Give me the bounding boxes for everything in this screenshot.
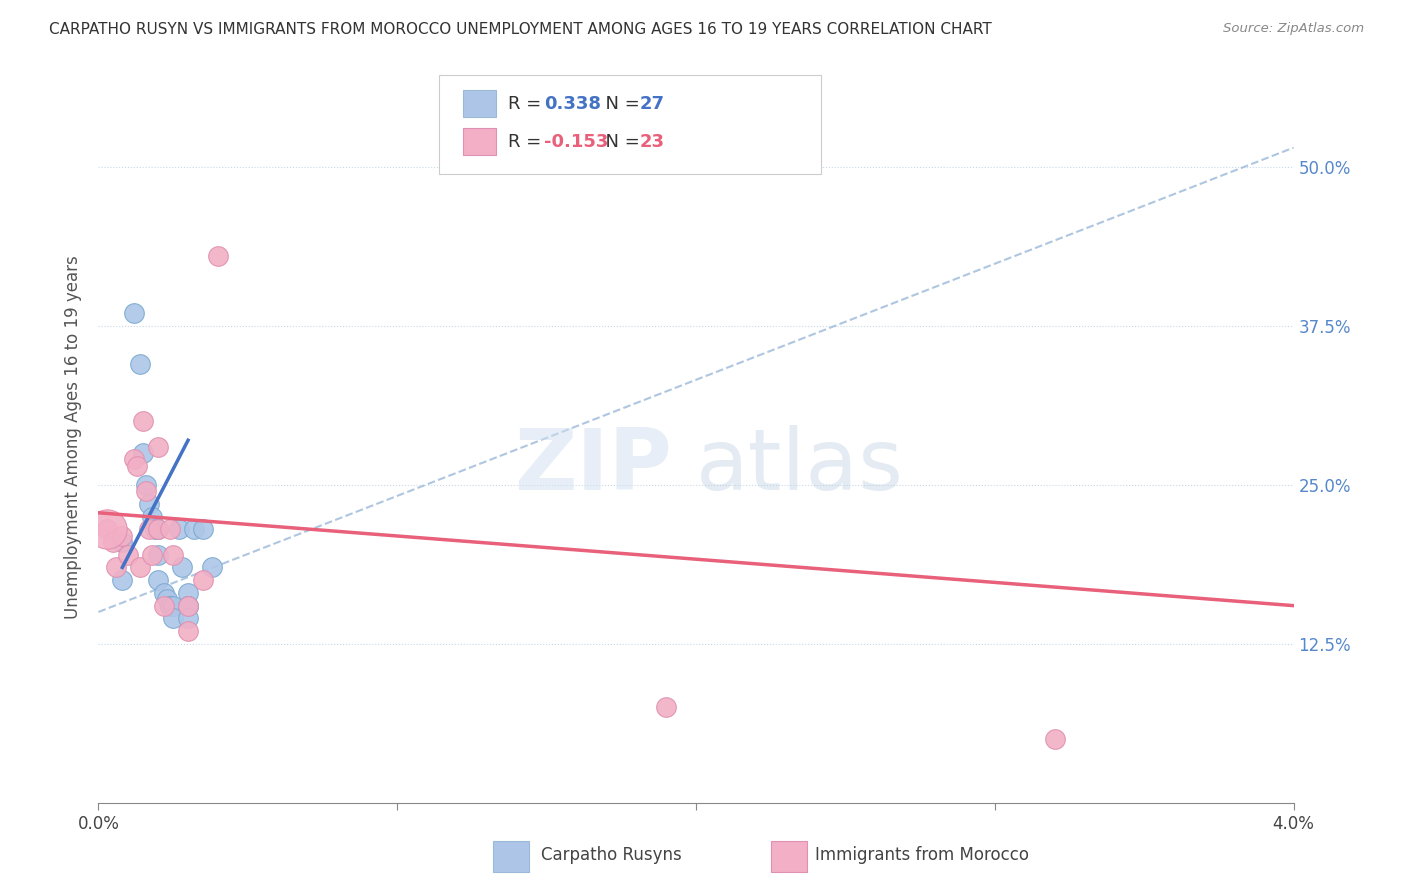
Point bbox=[141, 548, 163, 562]
Point bbox=[96, 522, 118, 536]
Text: 0.338: 0.338 bbox=[544, 95, 602, 113]
Text: Source: ZipAtlas.com: Source: ZipAtlas.com bbox=[1223, 22, 1364, 36]
Point bbox=[1043, 732, 1066, 747]
Text: N =: N = bbox=[595, 95, 645, 113]
Point bbox=[148, 522, 170, 536]
Text: R =: R = bbox=[509, 133, 547, 152]
Point bbox=[162, 599, 184, 613]
Point bbox=[111, 535, 134, 549]
Point bbox=[191, 573, 214, 587]
Point bbox=[148, 548, 170, 562]
Point bbox=[103, 535, 125, 549]
Point bbox=[135, 477, 157, 491]
Point bbox=[177, 611, 200, 625]
Point bbox=[167, 522, 190, 536]
Point bbox=[177, 624, 200, 638]
Text: Immigrants from Morocco: Immigrants from Morocco bbox=[815, 847, 1029, 864]
Point bbox=[124, 452, 146, 467]
FancyBboxPatch shape bbox=[439, 75, 821, 174]
Text: atlas: atlas bbox=[696, 425, 904, 508]
Point bbox=[148, 440, 170, 454]
Point bbox=[148, 573, 170, 587]
Point bbox=[111, 573, 134, 587]
FancyBboxPatch shape bbox=[772, 841, 807, 871]
Text: ZIP: ZIP bbox=[515, 425, 672, 508]
Text: 27: 27 bbox=[640, 95, 665, 113]
Point bbox=[129, 560, 152, 574]
Point bbox=[138, 497, 160, 511]
Point bbox=[135, 484, 157, 499]
Point bbox=[207, 249, 229, 263]
Point bbox=[127, 458, 149, 473]
Point bbox=[655, 700, 678, 714]
Text: 23: 23 bbox=[640, 133, 665, 152]
Point bbox=[191, 522, 214, 536]
Point bbox=[111, 529, 134, 543]
Point bbox=[177, 599, 200, 613]
Point bbox=[96, 522, 118, 536]
Point bbox=[162, 548, 184, 562]
Point bbox=[124, 306, 146, 320]
Point bbox=[201, 560, 224, 574]
Text: CARPATHO RUSYN VS IMMIGRANTS FROM MOROCCO UNEMPLOYMENT AMONG AGES 16 TO 19 YEARS: CARPATHO RUSYN VS IMMIGRANTS FROM MOROCC… bbox=[49, 22, 993, 37]
Point bbox=[162, 611, 184, 625]
Y-axis label: Unemployment Among Ages 16 to 19 years: Unemployment Among Ages 16 to 19 years bbox=[65, 255, 83, 619]
Point bbox=[129, 357, 152, 371]
Point bbox=[177, 599, 200, 613]
Point bbox=[159, 599, 181, 613]
Point bbox=[172, 560, 194, 574]
Point bbox=[153, 586, 176, 600]
FancyBboxPatch shape bbox=[463, 128, 496, 155]
Point bbox=[159, 599, 181, 613]
Point bbox=[156, 592, 179, 607]
Point bbox=[141, 509, 163, 524]
Text: -0.153: -0.153 bbox=[544, 133, 609, 152]
Point bbox=[183, 522, 205, 536]
Point bbox=[159, 522, 181, 536]
FancyBboxPatch shape bbox=[494, 841, 529, 871]
Point bbox=[148, 522, 170, 536]
Point bbox=[117, 548, 139, 562]
Text: N =: N = bbox=[595, 133, 645, 152]
Text: R =: R = bbox=[509, 95, 547, 113]
Text: Carpatho Rusyns: Carpatho Rusyns bbox=[541, 847, 682, 864]
FancyBboxPatch shape bbox=[463, 90, 496, 118]
Point bbox=[153, 599, 176, 613]
Point bbox=[132, 446, 155, 460]
Point bbox=[132, 414, 155, 428]
Point bbox=[143, 522, 166, 536]
Point bbox=[177, 586, 200, 600]
Point bbox=[138, 522, 160, 536]
Point bbox=[177, 599, 200, 613]
Point bbox=[105, 560, 128, 574]
